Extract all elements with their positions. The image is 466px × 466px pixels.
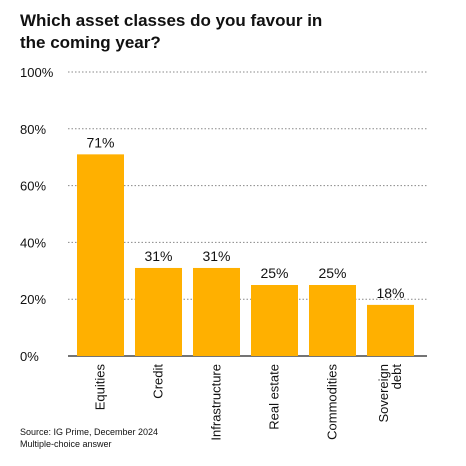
y-tick-label: 60%	[20, 179, 46, 194]
source-note: Multiple-choice answer	[20, 439, 112, 449]
data-label: 31%	[202, 248, 230, 264]
data-label: 71%	[86, 134, 114, 150]
y-axis-ticks: 0% 20% 40% 60% 80% 100%	[20, 65, 54, 364]
chart-title: Which asset classes do you favour in the…	[20, 11, 323, 52]
category-label: Real estate	[267, 364, 282, 430]
category-label: Commodities	[325, 364, 340, 440]
y-tick-label: 40%	[20, 235, 46, 250]
y-tick-label: 20%	[20, 292, 46, 307]
y-tick-label: 0%	[20, 349, 39, 364]
chart-source: Source: IG Prime, December 2024 Multiple…	[20, 426, 158, 450]
category-label: Infrastructure	[209, 364, 224, 441]
bar	[251, 285, 298, 356]
y-tick-label: 80%	[20, 122, 46, 137]
category-label-line: Sovereign	[376, 364, 391, 423]
bar	[135, 267, 182, 356]
bars	[77, 154, 414, 356]
y-tick-label: 100%	[20, 65, 54, 80]
bar	[309, 285, 356, 356]
x-axis-ticks: Equities Credit Infrastructure Real estate C…	[93, 364, 405, 441]
data-label: 25%	[318, 265, 346, 281]
data-label: 18%	[376, 285, 404, 301]
bar	[77, 154, 124, 356]
data-label: 31%	[144, 248, 172, 264]
category-label-line: debt	[389, 364, 404, 390]
category-label-line: Real estate	[267, 364, 282, 430]
category-label-line: Credit	[151, 364, 166, 399]
bar	[367, 304, 414, 356]
category-label: Credit	[151, 364, 166, 399]
category-label-line: Infrastructure	[209, 364, 224, 441]
category-label: Equities	[93, 364, 108, 411]
category-label: Sovereigndebt	[376, 364, 404, 423]
data-label: 25%	[260, 265, 288, 281]
category-label-line: Commodities	[325, 364, 340, 440]
bar	[193, 267, 240, 356]
data-labels: 71% 31% 31% 25% 25% 18%	[86, 134, 404, 301]
source-text: Source: IG Prime, December 2024	[20, 427, 159, 437]
category-label-line: Equities	[93, 364, 108, 411]
